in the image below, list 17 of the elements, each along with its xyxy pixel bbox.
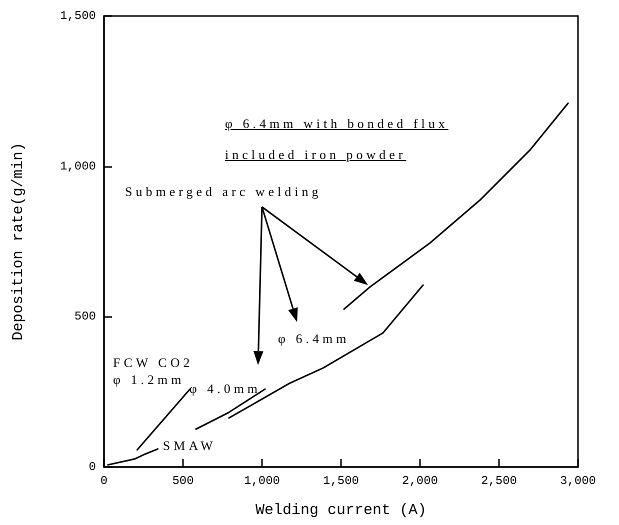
y-tick-label: 1,000: [60, 159, 96, 174]
x-tick-label: 500: [172, 474, 194, 488]
y-tick-label: 1,500: [60, 9, 96, 23]
x-tick-label: 3,000: [560, 474, 596, 488]
x-tick-label: 2,500: [480, 474, 518, 488]
series-label: SMAW: [162, 438, 216, 454]
annotation: Submerged arc welding: [125, 183, 322, 202]
legend-label: φ 6.4mm: [278, 330, 350, 346]
y-tick-label: 500: [74, 310, 96, 324]
x-tick-label: 0: [100, 474, 108, 488]
x-tick-label: 1,500: [322, 474, 360, 488]
y-axis-title: Deposition rate(g/min): [10, 142, 27, 341]
x-tick-label: 2,000: [402, 474, 438, 488]
text: φ 6.4mm with bonded flux included iron powder: [225, 116, 448, 162]
x-tick-label: 1,000: [244, 474, 280, 488]
x-axis-title: Welding current (A): [255, 502, 427, 519]
y-tick-label: 0: [88, 460, 96, 474]
